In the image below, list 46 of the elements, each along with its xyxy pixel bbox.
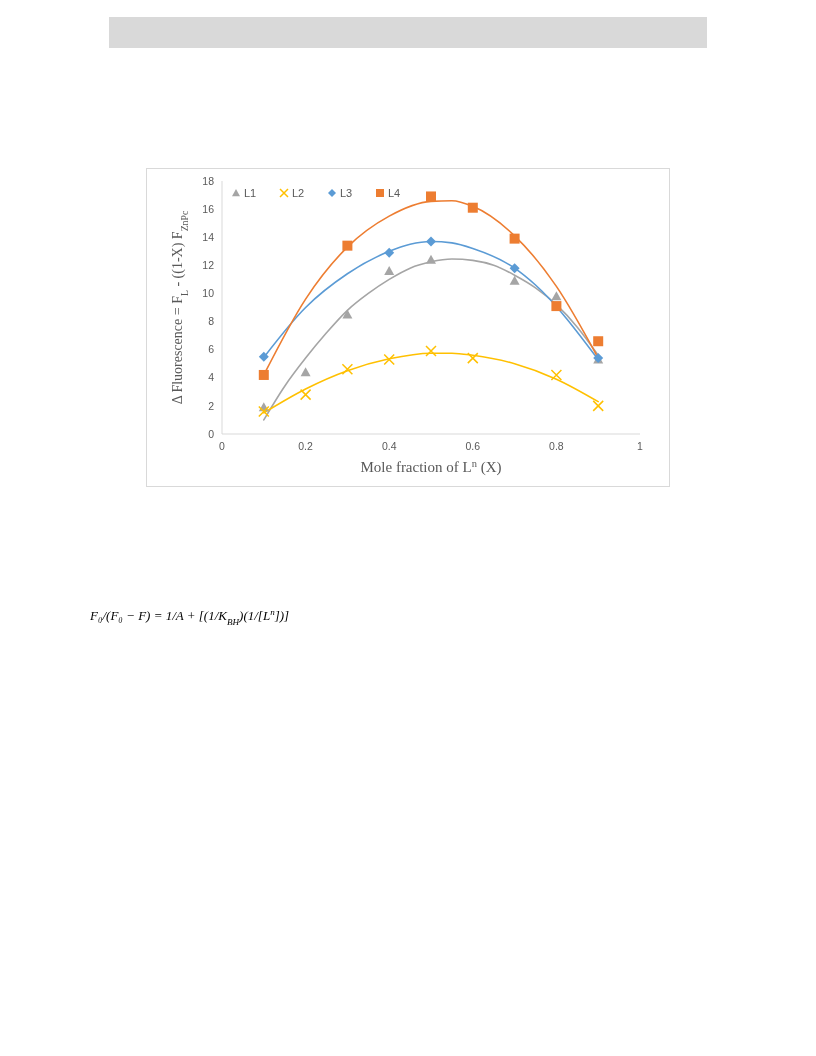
- point: [299, 388, 312, 401]
- point: [384, 247, 395, 258]
- x-axis-title: Mole fraction of L$^{n}$ (X): [360, 457, 502, 476]
- y-tick-label: 0: [208, 427, 215, 440]
- point: [258, 405, 270, 418]
- y-tick-label: 10: [202, 287, 215, 300]
- point: [509, 275, 520, 285]
- point: [341, 363, 354, 376]
- point: [593, 336, 604, 347]
- legend-label: L1: [244, 186, 257, 199]
- point: [342, 240, 353, 251]
- y-tick-label: 12: [202, 259, 215, 272]
- legend-label: L3: [340, 186, 353, 199]
- x-tick-label: 0: [219, 440, 226, 452]
- point: [509, 263, 520, 274]
- point: [425, 345, 437, 357]
- point: [426, 254, 436, 264]
- point: [426, 191, 436, 202]
- y-tick-label: 14: [202, 230, 215, 243]
- point: [467, 202, 478, 213]
- point: [550, 369, 563, 381]
- y-tick-label: 16: [202, 202, 215, 215]
- x-tick-label: 0.4: [381, 440, 397, 452]
- y-tick-label: 2: [208, 399, 215, 412]
- text: F₀/(F₀ − F) = 1/A + [(1/K$_{BH}$)(1/[L$^{n}$])]: [89, 607, 290, 627]
- x-tick-label: 1: [637, 440, 644, 452]
- point: [258, 369, 269, 380]
- point: [384, 265, 395, 275]
- x-tick-label: 0.2: [298, 440, 314, 452]
- point: [509, 233, 520, 244]
- y-tick-label: 18: [202, 174, 215, 187]
- legend-label: L4: [388, 186, 401, 199]
- y-tick-label: 6: [208, 343, 215, 356]
- y-tick-label: 8: [208, 315, 215, 328]
- point: [551, 301, 562, 312]
- y-tick-label: 4: [208, 371, 215, 384]
- x-tick-label: 0.8: [549, 440, 564, 452]
- point: [592, 400, 604, 412]
- point: [383, 353, 395, 366]
- point: [467, 352, 479, 364]
- x-tick-label: 0.6: [465, 440, 481, 452]
- point: [426, 236, 436, 247]
- point: [300, 367, 311, 377]
- legend-label: L2: [292, 186, 305, 199]
- point: [551, 291, 562, 301]
- point: [258, 351, 269, 362]
